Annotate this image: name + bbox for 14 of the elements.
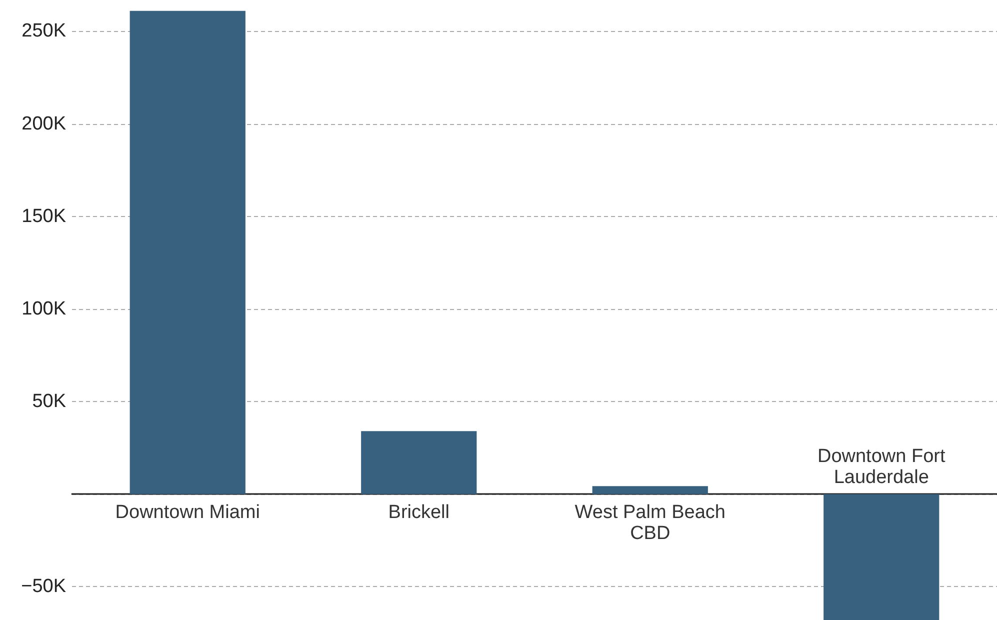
bar xyxy=(361,431,477,494)
bar xyxy=(130,10,246,494)
x-tick-label: Downtown Miami xyxy=(115,502,260,524)
bar xyxy=(824,494,940,620)
bar xyxy=(592,486,708,494)
x-tick-label: West Palm Beach CBD xyxy=(574,502,726,544)
y-tick-label: 250K xyxy=(22,20,66,42)
y-tick-label: −50K xyxy=(21,576,66,598)
x-tick-label: Downtown Fort Lauderdale xyxy=(817,446,946,488)
y-tick-label: 150K xyxy=(22,206,66,227)
y-tick-label: 50K xyxy=(32,391,66,412)
y-tick-label: 200K xyxy=(22,113,66,134)
y-tick-label: 100K xyxy=(22,298,66,320)
x-tick-label: Brickell xyxy=(388,502,450,524)
